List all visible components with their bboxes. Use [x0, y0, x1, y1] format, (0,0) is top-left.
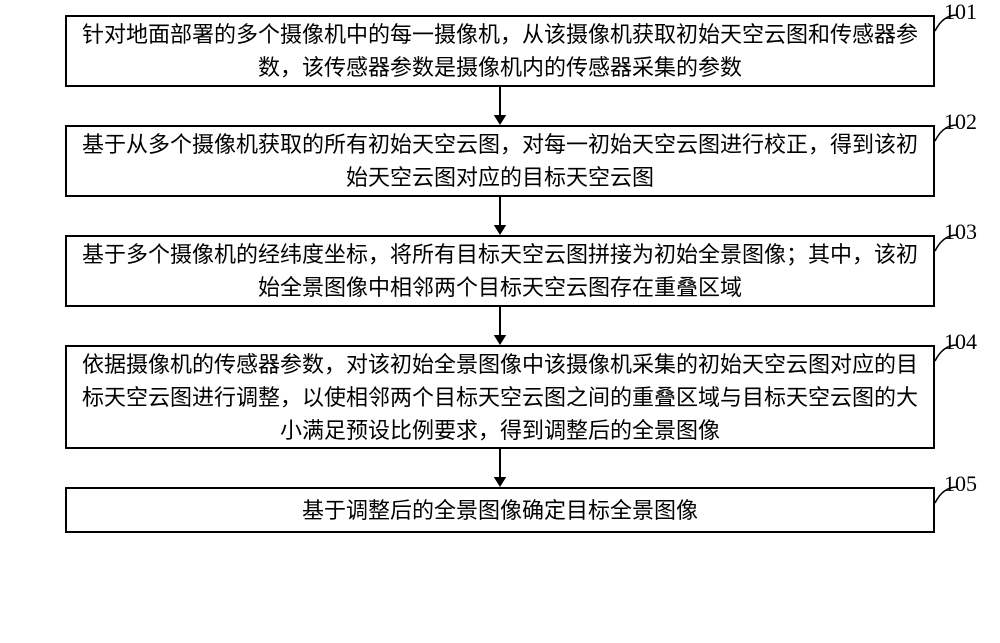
flow-node-text: 基于多个摄像机的经纬度坐标，将所有目标天空云图拼接为初始全景图像；其中，该初始全…: [67, 232, 933, 310]
flowchart-container: 针对地面部署的多个摄像机中的每一摄像机，从该摄像机获取初始天空云图和传感器参数，…: [50, 15, 950, 533]
flow-node-n4: 依据摄像机的传感器参数，对该初始全景图像中该摄像机采集的初始天空云图对应的目标天…: [65, 345, 935, 449]
flow-node-text: 依据摄像机的传感器参数，对该初始全景图像中该摄像机采集的初始天空云图对应的目标天…: [67, 342, 933, 453]
flow-node-text: 基于调整后的全景图像确定目标全景图像: [292, 488, 708, 533]
flow-node-n3: 基于多个摄像机的经纬度坐标，将所有目标天空云图拼接为初始全景图像；其中，该初始全…: [65, 235, 935, 307]
flow-node-n1: 针对地面部署的多个摄像机中的每一摄像机，从该摄像机获取初始天空云图和传感器参数，…: [65, 15, 935, 87]
label-connector: [933, 233, 959, 255]
flow-arrow: [50, 449, 950, 487]
label-connector: [933, 343, 959, 365]
flow-arrow: [50, 307, 950, 345]
flow-arrow: [50, 197, 950, 235]
label-connector: [933, 123, 959, 145]
flow-node-n5: 基于调整后的全景图像确定目标全景图像105: [65, 487, 935, 533]
flow-node-n2: 基于从多个摄像机获取的所有初始天空云图，对每一初始天空云图进行校正，得到该初始天…: [65, 125, 935, 197]
flow-node-text: 基于从多个摄像机获取的所有初始天空云图，对每一初始天空云图进行校正，得到该初始天…: [67, 122, 933, 200]
label-connector: [933, 485, 959, 507]
flow-node-text: 针对地面部署的多个摄像机中的每一摄像机，从该摄像机获取初始天空云图和传感器参数，…: [67, 12, 933, 90]
label-connector: [933, 13, 959, 35]
flow-arrow: [50, 87, 950, 125]
